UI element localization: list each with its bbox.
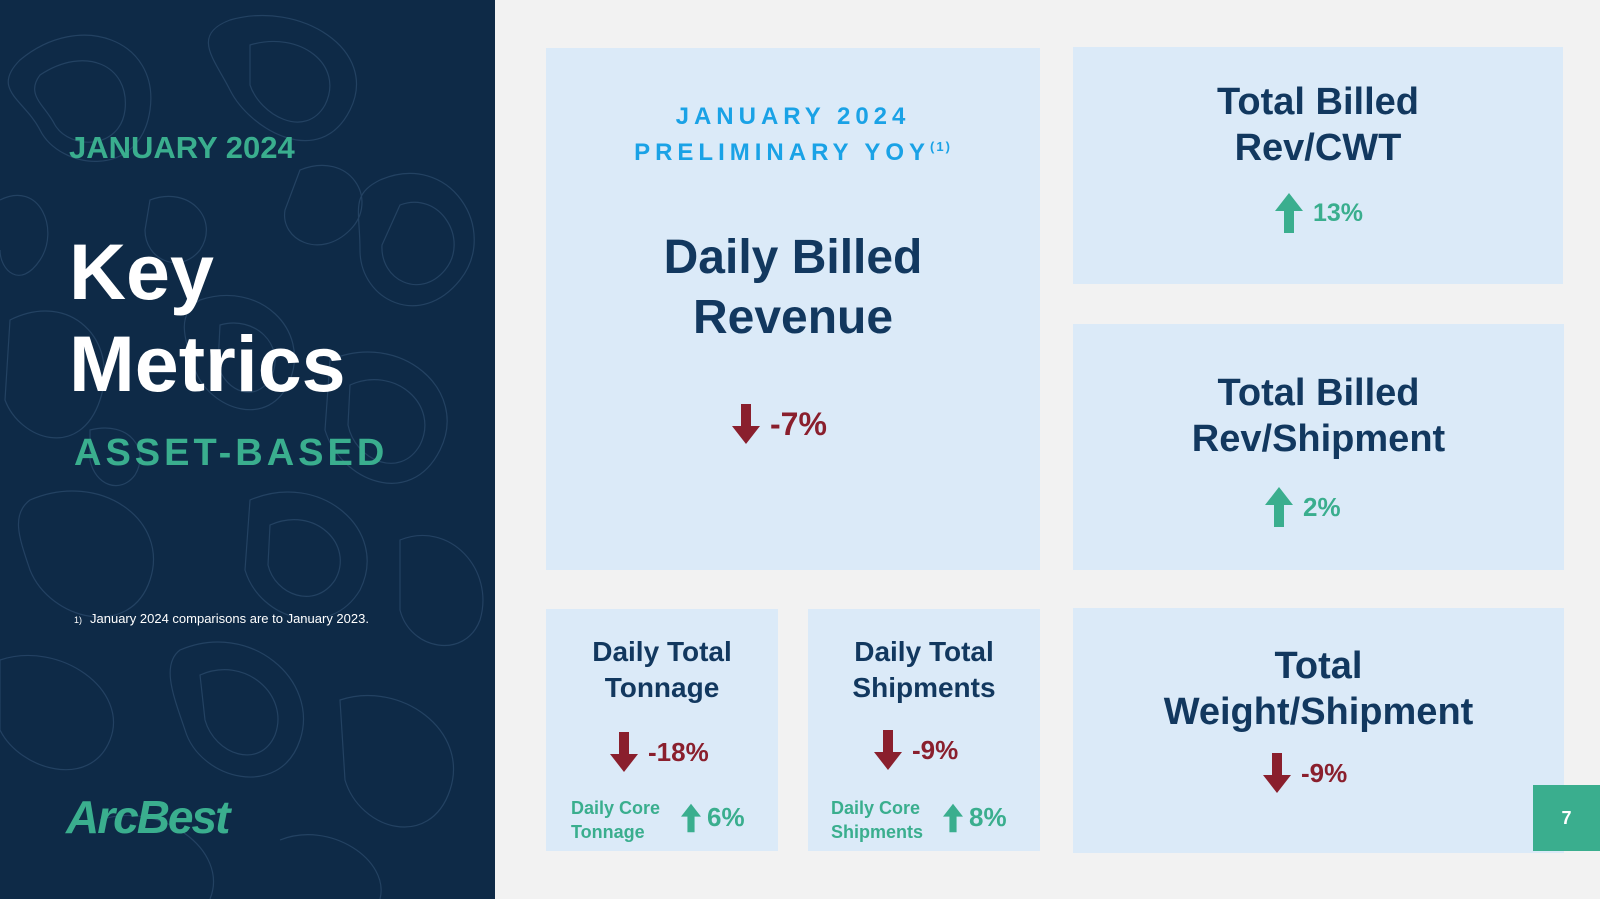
metric-row: -9% bbox=[1263, 753, 1347, 793]
core-label-line-2: Shipments bbox=[831, 822, 924, 842]
daily-billed-revenue-card: JANUARY 2024 PRELIMINARY YOY(1) Daily Bi… bbox=[546, 48, 1040, 570]
title-line-1: Key bbox=[69, 227, 214, 316]
core-label-line-2: Tonnage bbox=[571, 822, 645, 842]
month-label: JANUARY 2024 bbox=[69, 130, 295, 165]
topographic-pattern bbox=[0, 15, 484, 899]
daily-total-tonnage-card: Daily Total Tonnage -18% Daily Core Tonn… bbox=[546, 609, 778, 851]
core-metric-row: 8% bbox=[943, 802, 1007, 833]
segment-label: ASSET-BASED bbox=[74, 432, 389, 474]
daily-total-shipments-card: Daily Total Shipments -9% Daily Core Shi… bbox=[808, 609, 1040, 851]
arrow-down-icon bbox=[1263, 753, 1291, 793]
card-title-line-2: Tonnage bbox=[604, 672, 720, 703]
card-title: Daily Total Shipments bbox=[808, 634, 1040, 706]
card-title-line-1: Total bbox=[1274, 645, 1363, 687]
title-line-2: Metrics bbox=[69, 319, 346, 408]
core-metric-row: 6% bbox=[681, 802, 745, 833]
card-title: Daily Total Tonnage bbox=[546, 634, 778, 706]
core-label: Daily Core Tonnage bbox=[571, 796, 660, 844]
card-title-line-1: Total Billed bbox=[1217, 81, 1419, 123]
total-billed-rev-cwt-card: Total Billed Rev/CWT 13% bbox=[1073, 47, 1563, 284]
core-label: Daily Core Shipments bbox=[831, 796, 923, 844]
metric-row: -7% bbox=[732, 404, 827, 444]
total-billed-rev-shipment-card: Total Billed Rev/Shipment 2% bbox=[1073, 324, 1564, 570]
core-metric-value: 8% bbox=[969, 802, 1007, 832]
core-metric-value: 6% bbox=[707, 802, 745, 832]
metric-value: -7% bbox=[770, 405, 827, 442]
footnote: 1) January 2024 comparisons are to Januar… bbox=[74, 611, 369, 626]
core-label-line-1: Daily Core bbox=[571, 798, 661, 818]
card-title: Daily Billed Revenue bbox=[546, 228, 1040, 348]
card-title-line-2: Rev/CWT bbox=[1234, 127, 1402, 169]
metric-value: 13% bbox=[1313, 198, 1364, 227]
kicker-line-2: PRELIMINARY YOY(1) bbox=[634, 139, 952, 166]
card-title: Total Billed Rev/Shipment bbox=[1073, 370, 1564, 462]
metric-row: 2% bbox=[1265, 487, 1341, 527]
arcbest-logo: ArcBest bbox=[66, 791, 230, 843]
page-title: Key Metrics bbox=[69, 226, 346, 410]
card-title-line-2: Rev/Shipment bbox=[1191, 418, 1446, 460]
metric-row: -9% bbox=[874, 730, 958, 770]
metric-row: -18% bbox=[610, 732, 709, 772]
page-number: 7 bbox=[1533, 785, 1600, 851]
card-title-line-2: Revenue bbox=[692, 291, 894, 344]
card-title-line-1: Daily Total bbox=[592, 636, 732, 667]
card-title: Total Weight/Shipment bbox=[1073, 643, 1564, 735]
card-title: Total Billed Rev/CWT bbox=[1073, 79, 1563, 171]
footnote-text: January 2024 comparisons are to January … bbox=[90, 611, 369, 626]
metric-value: -9% bbox=[1301, 757, 1348, 788]
metric-value: -9% bbox=[912, 734, 959, 765]
card-title-line-1: Daily Billed bbox=[663, 231, 923, 284]
left-panel: JANUARY 2024 Key Metrics ASSET-BASED 1) J… bbox=[0, 0, 495, 899]
footnote-marker: 1) bbox=[74, 615, 83, 625]
arrow-up-icon bbox=[681, 803, 701, 832]
arrow-up-icon bbox=[1265, 487, 1293, 527]
metric-value: -18% bbox=[648, 736, 709, 767]
kicker-line-1: JANUARY 2024 bbox=[675, 103, 911, 130]
total-weight-shipment-card: Total Weight/Shipment -9% bbox=[1073, 608, 1564, 853]
kicker: JANUARY 2024 PRELIMINARY YOY(1) bbox=[546, 102, 1040, 168]
arrow-up-icon bbox=[1275, 193, 1303, 233]
card-title-line-1: Daily Total bbox=[854, 636, 994, 667]
arrow-down-icon bbox=[874, 730, 902, 770]
metric-row: 13% bbox=[1275, 193, 1363, 233]
card-title-line-2: Weight/Shipment bbox=[1163, 691, 1474, 733]
kicker-footnote-ref: (1) bbox=[930, 139, 952, 154]
arrow-down-icon bbox=[732, 404, 760, 444]
card-title-line-1: Total Billed bbox=[1217, 372, 1420, 414]
metric-value: 2% bbox=[1303, 491, 1341, 522]
arrow-down-icon bbox=[610, 732, 638, 772]
core-label-line-1: Daily Core bbox=[831, 798, 921, 818]
arrow-up-icon bbox=[943, 803, 963, 832]
card-title-line-2: Shipments bbox=[852, 672, 996, 703]
